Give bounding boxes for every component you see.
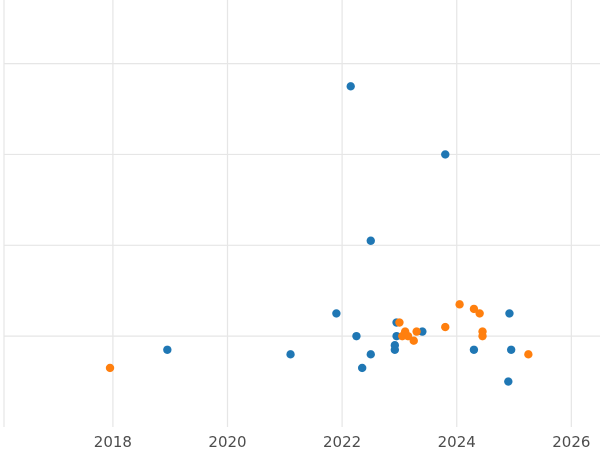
x-axis: 2018 2020 2022 2024 2026	[94, 433, 591, 450]
data-point	[441, 322, 450, 332]
data-point	[504, 377, 513, 386]
data-point	[105, 363, 115, 373]
x-tick-label: 2024	[438, 433, 476, 450]
gridlines	[3, 0, 600, 427]
data-point	[469, 304, 479, 314]
data-point	[346, 82, 355, 91]
data-point	[352, 331, 361, 341]
data-points	[105, 82, 533, 386]
data-point	[390, 341, 400, 350]
x-tick-label: 2020	[208, 433, 246, 450]
data-point	[478, 327, 487, 336]
series-1	[163, 82, 516, 386]
data-point	[469, 345, 479, 354]
data-point	[506, 345, 516, 354]
data-point	[395, 318, 404, 327]
data-point	[366, 236, 375, 245]
data-point	[403, 331, 413, 341]
data-point	[366, 350, 375, 359]
data-point	[475, 309, 484, 318]
data-point	[409, 336, 418, 345]
data-point	[455, 300, 464, 309]
x-tick-label: 2026	[552, 433, 590, 450]
data-point	[163, 345, 172, 354]
x-tick-label: 2022	[323, 433, 361, 450]
data-point	[412, 327, 421, 336]
data-point	[286, 350, 295, 359]
data-point	[357, 363, 367, 373]
data-point	[441, 150, 450, 159]
x-tick-label: 2018	[94, 433, 132, 450]
data-point	[332, 309, 341, 318]
series-2	[105, 300, 533, 373]
data-point	[505, 309, 514, 318]
data-point	[524, 350, 533, 359]
